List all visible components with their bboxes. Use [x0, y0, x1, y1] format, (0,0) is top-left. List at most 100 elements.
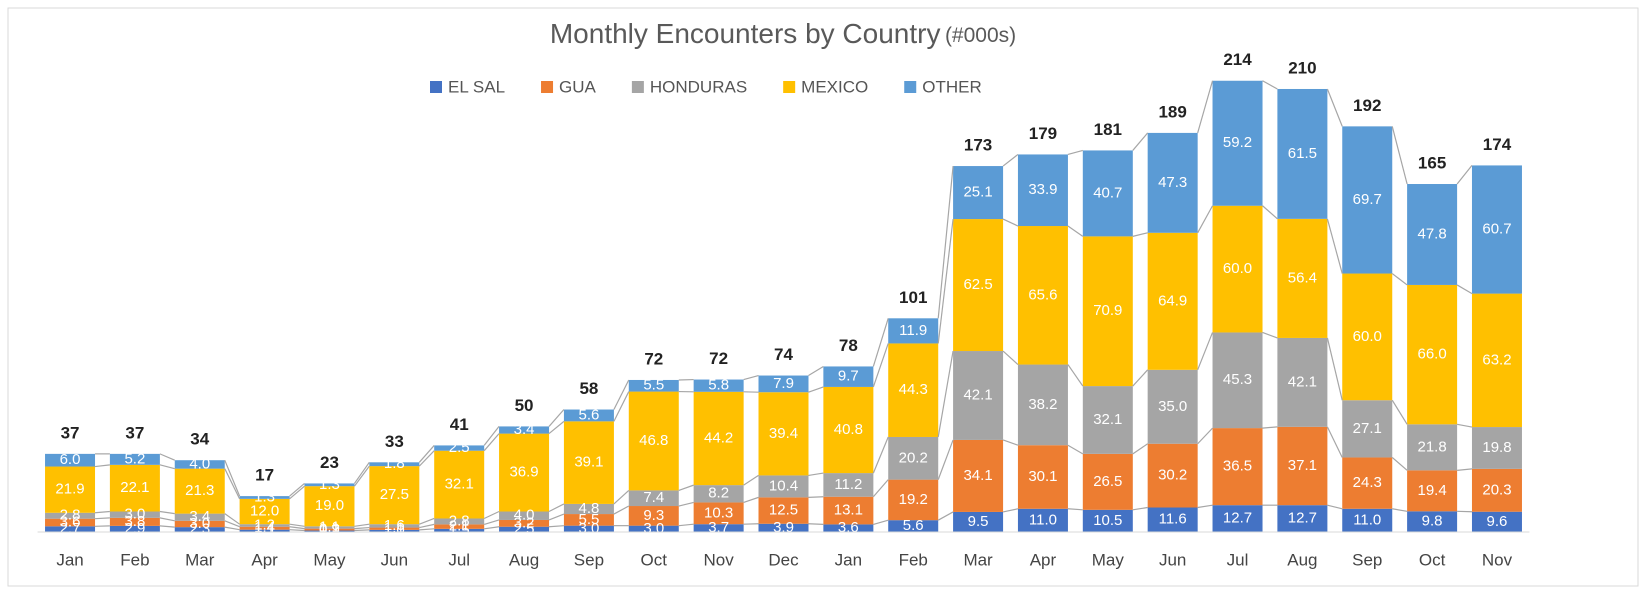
bar-segment [1212, 505, 1263, 532]
series-line [94, 517, 110, 520]
bar-segment [1017, 445, 1068, 509]
data-label: 5.8 [708, 377, 729, 394]
bar-segment [304, 483, 355, 487]
data-label: 1.0 [384, 522, 405, 539]
series-line [1132, 506, 1148, 511]
data-label: 6.0 [60, 451, 81, 468]
x-tick-label: May [313, 550, 346, 569]
series-line [1391, 457, 1408, 471]
total-label: 192 [1353, 96, 1381, 115]
series-line [159, 510, 175, 515]
series-line [353, 465, 370, 487]
total-label: 23 [320, 453, 339, 472]
series-line [1067, 508, 1083, 511]
series-line [872, 318, 889, 367]
series-line [483, 510, 500, 520]
bar-segment [888, 479, 939, 521]
data-label: 27.1 [1353, 420, 1382, 437]
data-label: 2.9 [124, 520, 145, 537]
data-label: 42.1 [1288, 373, 1317, 390]
bar-segment [499, 433, 550, 512]
series-line [613, 391, 630, 422]
series-line [289, 523, 305, 527]
data-label: 21.9 [55, 481, 84, 498]
series-line [743, 474, 759, 486]
data-label: 11.0 [1029, 511, 1057, 528]
data-label: 44.2 [704, 429, 733, 446]
data-label: 12.7 [1223, 510, 1252, 527]
data-label: 10.5 [1093, 512, 1122, 529]
series-line [937, 166, 954, 319]
data-label: 1.2 [254, 516, 275, 533]
series-line [613, 489, 630, 505]
legend-label: OTHER [922, 77, 982, 96]
bar-segment [1017, 154, 1068, 227]
bar-segment [1212, 428, 1263, 506]
series-line [159, 517, 175, 522]
series-line [872, 343, 889, 388]
bar-segment [628, 506, 679, 526]
data-label: 7.4 [643, 489, 664, 506]
data-label: 11.6 [1159, 511, 1187, 528]
series-line [1326, 218, 1343, 274]
data-label: 47.3 [1158, 174, 1187, 191]
data-label: 11.9 [899, 322, 927, 339]
data-label: 62.5 [963, 276, 992, 293]
x-tick-label: Nov [1482, 550, 1513, 569]
data-label: 12.7 [1288, 510, 1317, 527]
series-line [94, 464, 110, 468]
bar-segment [628, 391, 679, 491]
data-label: 13.1 [834, 502, 863, 519]
series-line [1326, 426, 1343, 458]
data-label: 5.6 [578, 406, 599, 423]
bar-segment [563, 525, 614, 532]
series-line [1002, 350, 1019, 365]
total-label: 179 [1029, 124, 1057, 143]
data-label: 22.1 [120, 479, 149, 496]
series-line [289, 526, 305, 530]
bar-segment [823, 386, 874, 474]
bar-segment [45, 466, 96, 513]
bar-segment [1277, 88, 1328, 219]
series-line [1326, 88, 1343, 127]
bar-segment [239, 496, 290, 499]
series-line [1132, 443, 1149, 455]
bar-segment [369, 529, 420, 532]
data-label: 26.5 [1093, 473, 1122, 490]
data-label: 2.3 [189, 521, 210, 538]
series-line [289, 482, 305, 497]
data-label: 21.8 [1418, 438, 1447, 455]
data-label: 9.7 [838, 368, 859, 385]
data-label: 3.2 [514, 514, 535, 531]
data-label: 3.0 [189, 515, 210, 532]
series-line [353, 461, 370, 484]
data-label: 32.1 [445, 476, 474, 493]
data-label: 3.4 [189, 508, 210, 525]
x-tick-label: Nov [704, 550, 735, 569]
bar-segment [823, 524, 874, 532]
bar-segment [1342, 273, 1393, 401]
series-line [937, 350, 954, 438]
data-label: 9.5 [968, 513, 989, 530]
series-line [484, 526, 500, 530]
data-label: 39.1 [574, 454, 603, 471]
data-label: 1.1 [319, 518, 340, 535]
bar-segment [109, 517, 160, 526]
bar-segment [109, 453, 160, 465]
series-line [1197, 205, 1214, 234]
total-label: 165 [1418, 153, 1446, 172]
bar-segment [369, 524, 420, 528]
data-label: 2.5 [449, 439, 470, 456]
x-tick-label: Jul [1227, 550, 1249, 569]
series-line [1197, 427, 1213, 445]
x-tick-label: Mar [185, 550, 215, 569]
x-tick-label: Apr [1030, 550, 1057, 569]
total-label: 37 [125, 423, 144, 442]
series-line [1002, 508, 1019, 513]
data-label: 3.6 [60, 513, 81, 530]
bar-segment [45, 453, 96, 467]
data-label: 20.3 [1482, 481, 1511, 498]
bar-segment [758, 475, 809, 498]
total-label: 72 [644, 349, 663, 368]
bar-segment [1082, 509, 1133, 532]
